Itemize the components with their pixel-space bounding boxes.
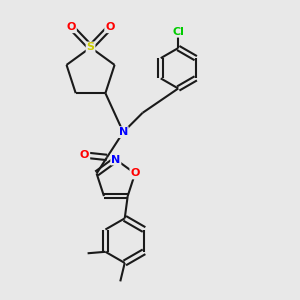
Text: N: N (111, 154, 120, 164)
Text: O: O (130, 169, 140, 178)
Text: O: O (105, 22, 115, 32)
Text: O: O (80, 150, 89, 160)
Text: S: S (87, 43, 94, 52)
Text: Cl: Cl (172, 27, 184, 37)
Text: N: N (118, 127, 128, 137)
Text: O: O (67, 22, 76, 32)
